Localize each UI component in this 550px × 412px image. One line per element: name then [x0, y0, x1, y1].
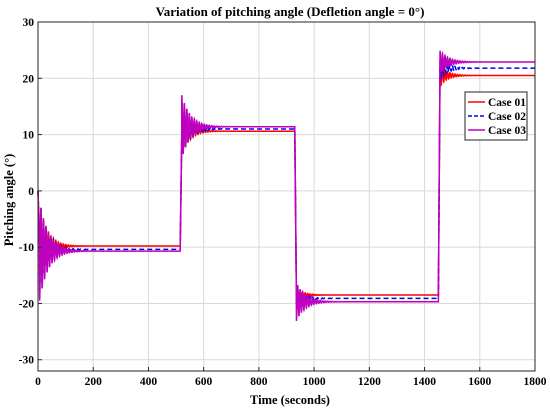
y-tick-label: 30: [23, 17, 35, 29]
series-line-case-01: [37, 65, 535, 302]
legend-label: Case 03: [488, 125, 526, 137]
x-tick-label: 1400: [413, 376, 436, 388]
legend: Case 01 Case 02 Case 03: [464, 91, 528, 141]
series-layer: [37, 50, 535, 321]
x-axis-label: Time (seconds): [250, 393, 330, 407]
y-tick-label: -20: [19, 298, 35, 310]
x-tick-label: 800: [250, 376, 268, 388]
legend-label: Case 01: [488, 97, 526, 109]
tick-layer: 0 200 400 600 800 1000 1200 1400 1600 1800-30-20-…: [19, 17, 547, 388]
x-tick-label: 1200: [358, 376, 381, 388]
y-tick-label: 10: [23, 130, 35, 142]
x-tick-label: 1800: [524, 376, 547, 388]
chart-title: Variation of pitching angle (Defletion a…: [156, 4, 425, 19]
y-axis-label: Pitching angle (°): [2, 154, 16, 247]
y-tick-label: 20: [23, 73, 35, 85]
x-tick-label: 200: [85, 376, 103, 388]
series-line-case-03: [37, 50, 535, 321]
y-tick-label: -30: [19, 355, 35, 367]
x-tick-label: 400: [140, 376, 158, 388]
legend-label: Case 02: [488, 111, 526, 123]
plot-frame: [37, 21, 536, 372]
y-tick-label: 0: [28, 186, 34, 198]
x-tick-label: 1000: [303, 376, 326, 388]
x-tick-label: 1600: [468, 376, 491, 388]
series-line-case-02: [37, 57, 535, 308]
x-tick-label: 600: [195, 376, 213, 388]
y-tick-label: -10: [19, 242, 35, 254]
x-tick-label: 0: [35, 376, 41, 388]
